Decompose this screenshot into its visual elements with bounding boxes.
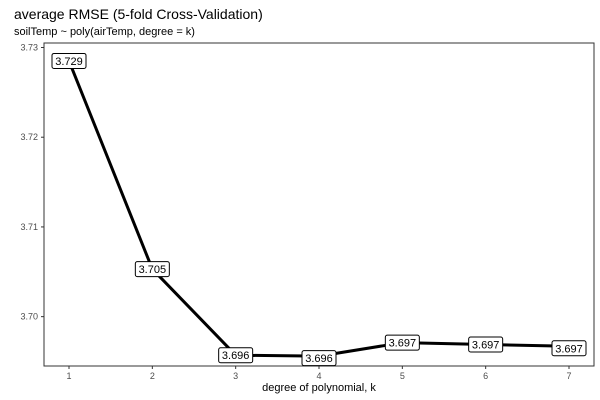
x-axis-title: degree of polynomial, k	[262, 382, 376, 394]
x-tick-label: 1	[66, 371, 71, 381]
x-tick-label: 4	[316, 371, 321, 381]
data-label-text: 3.697	[389, 338, 417, 350]
chart-subtitle: soilTemp ~ poly(airTemp, degree = k)	[14, 26, 195, 38]
data-label: 3.696	[301, 350, 337, 367]
y-tick-label: 3.73	[20, 42, 38, 52]
x-tick-label: 6	[483, 371, 488, 381]
data-label-box	[51, 52, 87, 69]
x-tick-label: 3	[233, 371, 238, 381]
data-label: 3.696	[218, 347, 254, 364]
data-labels: 3.729 3.705 3.696 3.696 3.697 3.697 3.697	[51, 52, 587, 367]
data-label-text: 3.729	[55, 56, 83, 68]
data-label: 3.729	[51, 52, 87, 69]
data-label-box	[301, 350, 337, 367]
data-label: 3.697	[468, 336, 504, 353]
data-label-text: 3.697	[472, 339, 500, 351]
x-tick-label: 2	[150, 371, 155, 381]
y-tick-label: 3.72	[20, 132, 38, 142]
data-label-box	[384, 334, 420, 351]
data-label-text: 3.696	[222, 350, 250, 362]
data-label-text: 3.697	[555, 343, 583, 355]
data-label: 3.705	[134, 261, 170, 278]
x-tick-label: 7	[566, 371, 571, 381]
data-label: 3.697	[551, 340, 587, 357]
series-line	[67, 59, 571, 358]
data-label-box	[551, 340, 587, 357]
data-label-box	[134, 261, 170, 278]
data-label-box	[218, 347, 254, 364]
data-label-text: 3.696	[305, 353, 333, 365]
chart-title: average RMSE (5-fold Cross-Validation)	[14, 6, 263, 22]
y-tick-label: 3.71	[20, 222, 38, 232]
series-rmse	[67, 59, 571, 358]
y-axis: 3.70 3.71 3.72 3.73	[20, 42, 44, 322]
data-label-text: 3.705	[139, 264, 167, 276]
data-label-box	[468, 336, 504, 353]
data-label: 3.697	[384, 334, 420, 351]
x-axis: 1 2 3 4 5 6 7	[66, 366, 572, 381]
x-tick-label: 5	[400, 371, 405, 381]
y-tick-label: 3.70	[20, 312, 38, 322]
